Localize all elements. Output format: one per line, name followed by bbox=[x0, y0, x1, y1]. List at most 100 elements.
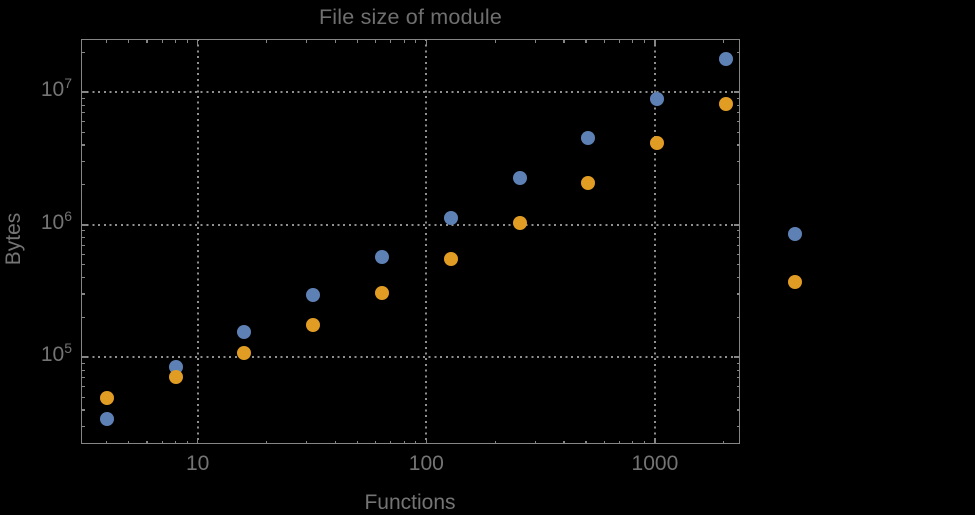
x-tick-bottom-80 bbox=[403, 440, 405, 444]
data-point-blue-x512 bbox=[581, 131, 596, 146]
x-tick-bottom-4 bbox=[106, 440, 108, 444]
x-tick-bottom-90 bbox=[415, 440, 417, 444]
x-tick-top-40 bbox=[334, 39, 336, 43]
x-tick-top-5 bbox=[128, 39, 130, 43]
x-tick-top-900 bbox=[643, 39, 646, 43]
data-point-blue-x64 bbox=[374, 249, 389, 264]
y-tick-right-5000000 bbox=[736, 131, 740, 133]
data-point-blue-x2048 bbox=[719, 52, 734, 67]
y-tick-left-4000000 bbox=[81, 144, 85, 146]
data-point-blue-x16 bbox=[237, 325, 252, 340]
y-tick-right-30000 bbox=[736, 425, 740, 428]
x-tick-bottom-500 bbox=[585, 440, 587, 444]
x-tick-top-600 bbox=[603, 39, 605, 43]
x-tick-top-9 bbox=[186, 39, 188, 43]
x-tick-bottom-600 bbox=[603, 440, 605, 444]
gridline-x-1000 bbox=[653, 39, 656, 444]
x-tick-bottom-900 bbox=[643, 440, 646, 444]
x-tick-bottom-30 bbox=[306, 440, 308, 444]
y-tick-right-10000000 bbox=[734, 91, 740, 94]
x-tick-bottom-1000 bbox=[654, 438, 656, 444]
y-tick-right-9000000 bbox=[736, 97, 740, 99]
y-tick-right-1000000 bbox=[734, 223, 740, 226]
x-tick-top-4 bbox=[106, 39, 108, 43]
y-tick-right-4000000 bbox=[736, 144, 740, 146]
y-tick-right-400000 bbox=[736, 276, 740, 279]
y-tick-right-200000 bbox=[736, 316, 740, 318]
data-point-orange-x4 bbox=[99, 391, 114, 406]
x-tick-bottom-70 bbox=[390, 440, 392, 444]
x-tick-bottom-2000 bbox=[723, 440, 725, 444]
data-point-blue-x32 bbox=[306, 288, 321, 303]
y-tick-right-60000 bbox=[736, 386, 740, 388]
x-tick-top-400 bbox=[563, 39, 565, 43]
y-tick-left-900000 bbox=[81, 230, 85, 232]
chart-title: File size of module bbox=[318, 5, 503, 29]
y-tick-right-2000000 bbox=[736, 184, 740, 186]
y-tick-left-2000000 bbox=[81, 184, 85, 186]
y-tick-right-6000000 bbox=[736, 121, 740, 123]
y-tick-left-7000000 bbox=[81, 112, 85, 114]
x-tick-bottom-200 bbox=[494, 440, 496, 444]
x-tick-top-300 bbox=[534, 39, 536, 43]
x-tick-bottom-9 bbox=[186, 440, 188, 444]
y-tick-label-1e5: 105 bbox=[40, 340, 72, 367]
y-tick-left-500000 bbox=[81, 264, 85, 266]
x-tick-top-30 bbox=[306, 39, 308, 43]
x-axis-label: Functions bbox=[364, 491, 456, 514]
y-tick-label-1e7: 107 bbox=[40, 75, 72, 102]
data-point-orange-x256 bbox=[512, 215, 527, 230]
x-tick-top-70 bbox=[390, 39, 392, 43]
x-tick-bottom-50 bbox=[356, 440, 359, 444]
y-tick-right-80000 bbox=[736, 369, 740, 371]
y-tick-left-3000000 bbox=[81, 160, 85, 163]
data-point-orange-x2048 bbox=[719, 97, 734, 112]
x-tick-bottom-400 bbox=[563, 440, 565, 444]
x-tick-top-6 bbox=[146, 39, 148, 43]
gridline-y-1000000 bbox=[81, 223, 740, 226]
data-point-orange-x32 bbox=[306, 318, 321, 333]
x-tick-top-90 bbox=[415, 39, 417, 43]
y-tick-left-800000 bbox=[81, 237, 85, 239]
x-tick-top-50 bbox=[356, 39, 359, 43]
y-tick-left-8000000 bbox=[81, 104, 85, 106]
y-tick-left-300000 bbox=[81, 293, 85, 295]
y-axis-label: Bytes bbox=[2, 212, 25, 266]
y-tick-label-1e6: 106 bbox=[40, 207, 72, 234]
y-tick-left-60000 bbox=[81, 386, 85, 388]
y-tick-right-90000 bbox=[736, 362, 740, 364]
data-point-orange-x512 bbox=[581, 175, 596, 190]
y-tick-left-70000 bbox=[81, 377, 85, 379]
y-tick-right-500000 bbox=[736, 264, 740, 266]
y-tick-left-10000000 bbox=[81, 91, 87, 94]
x-tick-top-500 bbox=[585, 39, 587, 43]
y-tick-right-900000 bbox=[736, 230, 740, 232]
x-tick-bottom-300 bbox=[534, 440, 536, 444]
y-tick-left-90000 bbox=[81, 362, 85, 364]
y-tick-right-50000 bbox=[736, 396, 740, 398]
x-tick-top-10 bbox=[196, 39, 199, 45]
x-tick-top-7 bbox=[161, 39, 163, 43]
x-tick-bottom-7 bbox=[161, 440, 163, 444]
x-tick-top-60 bbox=[374, 39, 377, 43]
y-tick-right-600000 bbox=[736, 253, 740, 255]
y-tick-left-1000000 bbox=[81, 223, 87, 226]
data-point-orange-x4096 bbox=[787, 274, 802, 289]
x-tick-top-200 bbox=[494, 39, 496, 43]
x-tick-label-1000: 1000 bbox=[631, 452, 679, 475]
y-tick-right-40000 bbox=[736, 409, 740, 411]
x-tick-bottom-100 bbox=[425, 438, 428, 444]
y-tick-left-5000000 bbox=[81, 131, 85, 133]
gridline-x-100 bbox=[425, 39, 428, 444]
data-point-blue-x4 bbox=[99, 412, 114, 427]
data-point-orange-x64 bbox=[374, 286, 389, 301]
x-tick-top-100 bbox=[425, 39, 428, 45]
data-point-blue-x4096 bbox=[787, 227, 802, 242]
y-tick-right-3000000 bbox=[736, 160, 740, 163]
x-tick-bottom-40 bbox=[334, 440, 336, 444]
x-tick-bottom-6 bbox=[146, 440, 148, 444]
y-tick-right-7000000 bbox=[736, 112, 740, 114]
y-tick-right-300000 bbox=[736, 293, 740, 295]
data-point-orange-x8 bbox=[168, 369, 183, 384]
